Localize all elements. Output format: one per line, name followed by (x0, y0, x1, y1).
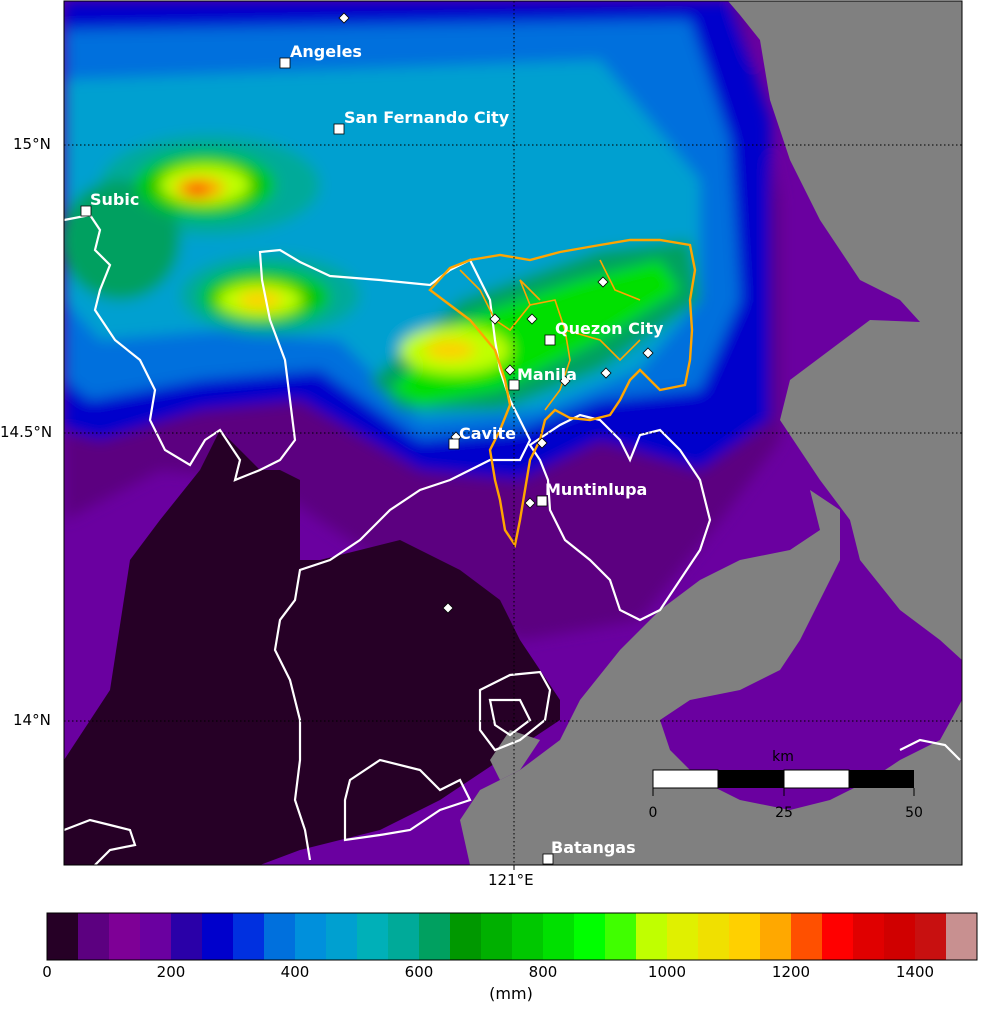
scale-bar-tick-0: 0 (649, 805, 658, 821)
scale-bar-tick-25: 25 (775, 805, 793, 821)
colorbar-segment (202, 913, 234, 960)
city-label-angeles: Angeles (290, 42, 362, 61)
colorbar-segment (109, 913, 141, 960)
masked-land-south (460, 470, 962, 865)
colorbar-segment (450, 913, 482, 960)
colorbar-tick-0: 0 (42, 963, 52, 981)
colorbar-segment (543, 913, 575, 960)
colorbar-segment (481, 913, 513, 960)
colorbar-segment (140, 913, 172, 960)
city-label-quezon-city: Quezon City (555, 319, 664, 338)
scale-bar-unit: km (772, 749, 794, 765)
colorbar (47, 913, 978, 960)
colorbar-tick-400: 400 (280, 963, 310, 981)
city-label-manila: Manila (517, 365, 577, 384)
colorbar-segment (512, 913, 544, 960)
colorbar-segment (667, 913, 699, 960)
lon-label-121: 121°E (488, 871, 534, 889)
colorbar-segment (419, 913, 451, 960)
colorbar-segment (884, 913, 916, 960)
lat-label-14-5: 14.5°N (0, 423, 53, 441)
colorbar-segment (760, 913, 792, 960)
map-border (63, 0, 963, 866)
colorbar-segment (357, 913, 389, 960)
scale-bar-tick-50: 50 (905, 805, 923, 821)
city-label-cavite: Cavite (459, 424, 516, 443)
colorbar-segment (729, 913, 761, 960)
colorbar-segment (574, 913, 606, 960)
colorbar-segment (822, 913, 854, 960)
masked-land-east (728, 1, 962, 660)
city-label-muntinlupa: Muntinlupa (545, 480, 647, 499)
colorbar-unit: (mm) (489, 984, 533, 1003)
colorbar-tick-1000: 1000 (647, 963, 687, 981)
colorbar-segment (326, 913, 358, 960)
lat-label-14: 14°N (13, 711, 51, 729)
rainfall-field (64, 1, 780, 640)
colorbar-tick-1200: 1200 (771, 963, 811, 981)
colorbar-segment (853, 913, 885, 960)
lat-label-15: 15°N (13, 135, 51, 153)
colorbar-segment (791, 913, 823, 960)
colorbar-tick-1400: 1400 (895, 963, 935, 981)
colorbar-segment (698, 913, 730, 960)
colorbar-segment (388, 913, 420, 960)
city-markers (80, 57, 556, 865)
city-label-san-fernando: San Fernando City (344, 108, 510, 127)
colorbar-tick-600: 600 (404, 963, 434, 981)
city-label-batangas: Batangas (551, 838, 636, 857)
colorbar-segment (946, 913, 978, 960)
colorbar-segment (636, 913, 668, 960)
metro-manila-boundary (428, 238, 697, 549)
colorbar-segment (264, 913, 296, 960)
colorbar-segment (78, 913, 110, 960)
low-rainfall-region (64, 430, 560, 865)
colorbar-segment (605, 913, 637, 960)
map-frame-content: Angeles San Fernando City Subic Quezon C… (64, 1, 962, 865)
colorbar-segment (171, 913, 203, 960)
city-label-subic: Subic (90, 190, 139, 209)
gridlines (64, 1, 962, 865)
colorbar-segment (295, 913, 327, 960)
colorbar-segment (233, 913, 265, 960)
colorbar-segment (47, 913, 79, 960)
colorbar-segment (915, 913, 947, 960)
scale-bar: km 0 25 50 (649, 749, 923, 821)
colorbar-tick-200: 200 (156, 963, 186, 981)
coastlines (64, 213, 961, 865)
colorbar-tick-800: 800 (528, 963, 558, 981)
